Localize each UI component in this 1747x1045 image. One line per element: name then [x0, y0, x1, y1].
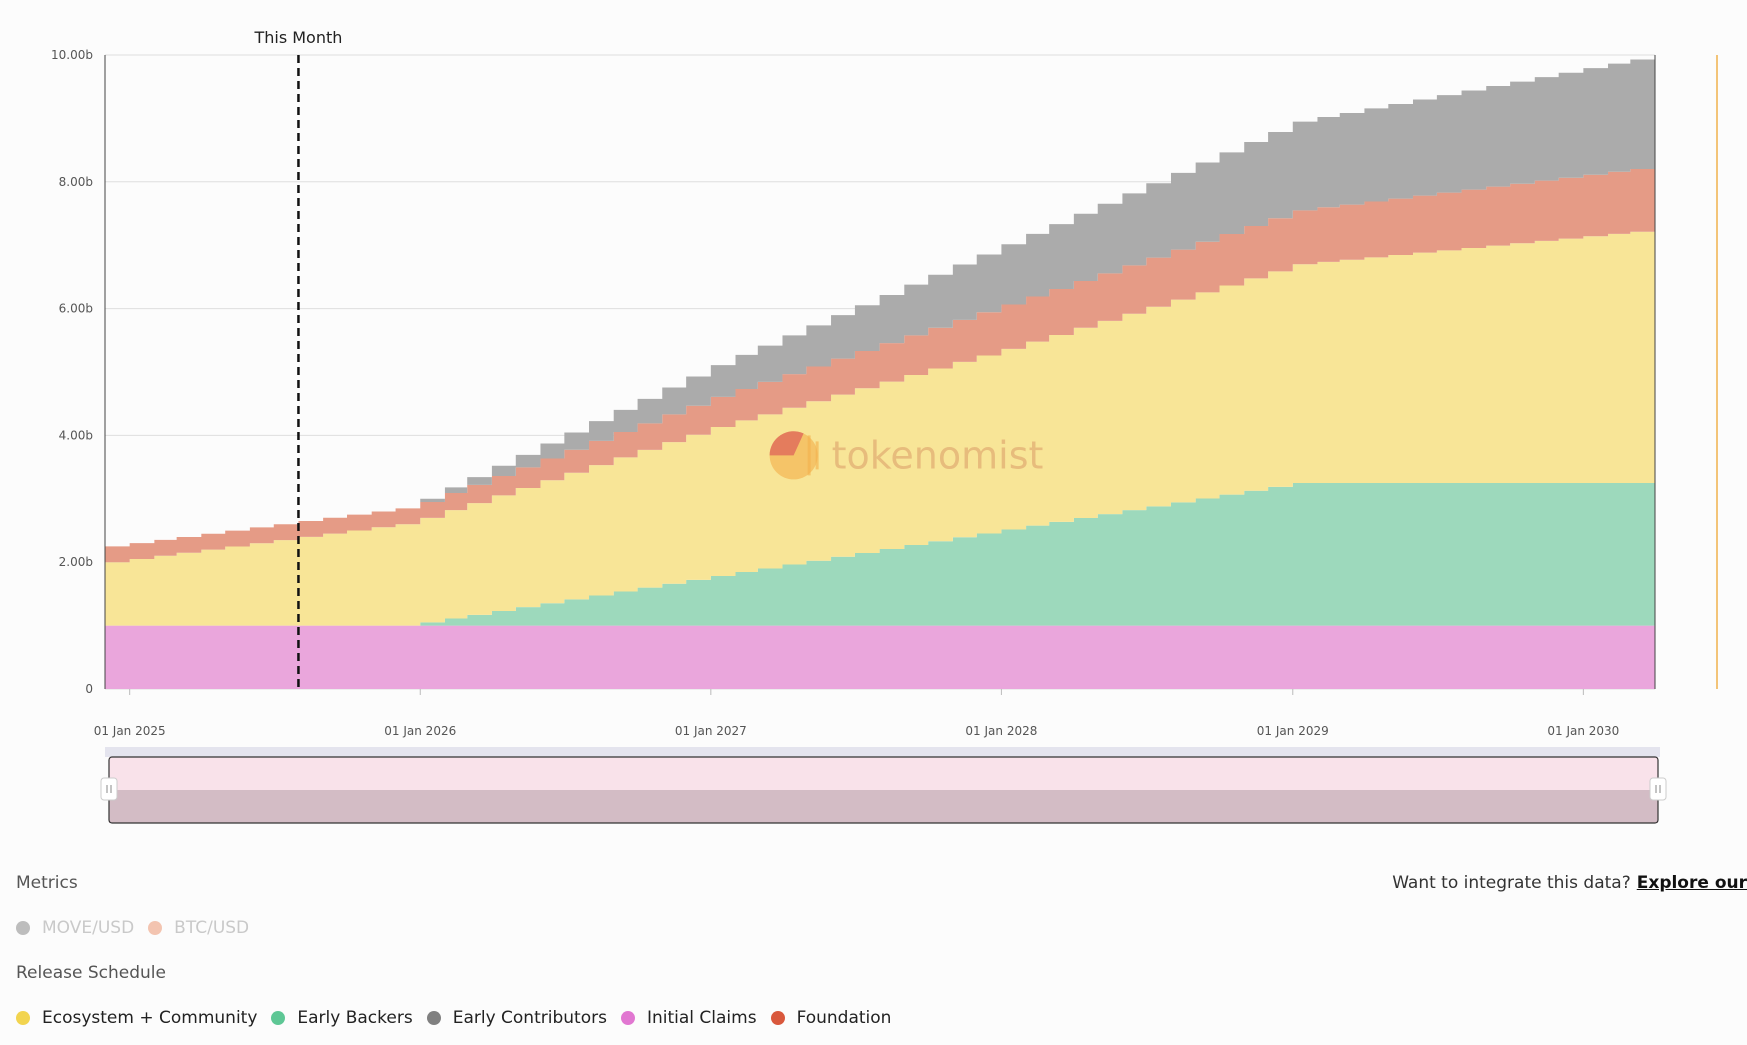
legend-label: Foundation	[796, 1008, 892, 1028]
this-month-marker: This Month	[253, 28, 342, 689]
navigator-scrollbar	[105, 747, 1660, 757]
integrate-text: Want to integrate this data?	[1392, 873, 1631, 893]
this-month-label: This Month	[253, 28, 342, 47]
legend-dot-icon	[16, 921, 30, 935]
legend-item-initial-claims[interactable]: Initial Claims	[620, 1008, 757, 1028]
legend-label: Early Backers	[297, 1008, 413, 1028]
legend-dot-icon	[426, 1011, 441, 1025]
explore-link[interactable]: Explore our	[1636, 873, 1747, 893]
navigator-handle[interactable]	[1649, 777, 1667, 801]
release-schedule-title: Release Schedule	[16, 963, 166, 983]
y-tick-label: 6.00b	[59, 302, 93, 316]
y-tick-label: 2.00b	[59, 555, 93, 569]
y-tick-label: 10.00b	[51, 48, 93, 62]
series-areas	[105, 59, 1655, 689]
legend-item-early-contributors[interactable]: Early Contributors	[426, 1008, 607, 1028]
watermark-logo-bar	[807, 435, 811, 476]
legend-dot-icon	[770, 1011, 785, 1025]
legend-label: Ecosystem + Community	[42, 1008, 258, 1028]
y-tick-label: 0	[85, 682, 93, 696]
range-navigator[interactable]	[100, 747, 1667, 824]
legend-item-move-usd[interactable]: MOVE/USD	[16, 918, 134, 938]
legend-item-btc-usd[interactable]: BTC/USD	[148, 918, 249, 938]
series-area-early-contributors	[105, 59, 1655, 547]
y-tick-label: 8.00b	[59, 175, 93, 189]
integrate-prompt: Want to integrate this data? Explore our	[1392, 873, 1747, 893]
x-tick-label: 01 Jan 2026	[384, 724, 456, 738]
legend-label: Initial Claims	[646, 1008, 757, 1028]
watermark-logo-accent	[769, 431, 804, 456]
metrics-legend: MOVE/USD BTC/USD	[16, 918, 263, 938]
y-tick-label: 4.00b	[59, 428, 93, 442]
watermark-text: tokenomist	[832, 433, 1044, 477]
legend-dot-icon	[16, 1011, 30, 1025]
x-tick-label: 01 Jan 2028	[965, 724, 1037, 738]
legend-label: MOVE/USD	[42, 918, 135, 938]
series-area-foundation	[105, 168, 1655, 563]
legend-label: Early Contributors	[452, 1008, 607, 1028]
series-area-ecosystem-community	[105, 231, 1655, 626]
release-legend: Ecosystem + Community Early Backers Early …	[16, 1008, 905, 1028]
x-tick-label: 01 Jan 2025	[94, 724, 166, 738]
series-area-initial-claims	[105, 625, 1655, 689]
x-tick-label: 01 Jan 2027	[675, 724, 747, 738]
legend-item-foundation[interactable]: Foundation	[770, 1008, 892, 1028]
watermark: tokenomist	[769, 431, 1044, 480]
legend-dot-icon	[148, 921, 163, 935]
series-area-early-backers	[105, 482, 1655, 626]
legend-label: BTC/USD	[174, 918, 250, 938]
x-tick-label: 01 Jan 2030	[1547, 724, 1619, 738]
legend-dot-icon	[620, 1011, 635, 1025]
legend-item-ecosystem-community[interactable]: Ecosystem + Community	[16, 1008, 257, 1028]
legend-item-early-backers[interactable]: Early Backers	[271, 1008, 413, 1028]
x-tick-label: 01 Jan 2029	[1257, 724, 1329, 738]
watermark-logo-bar	[815, 441, 819, 470]
metrics-title: Metrics	[16, 873, 78, 893]
navigator-series-bottom	[109, 790, 1658, 823]
navigator-series-top	[109, 757, 1658, 790]
legend-dot-icon	[271, 1011, 286, 1025]
axes: 0 2.00b 4.00b 6.00b 8.00b 10.00b 01 Jan 2025 01…	[51, 48, 1718, 738]
navigator-handle[interactable]	[100, 777, 118, 801]
